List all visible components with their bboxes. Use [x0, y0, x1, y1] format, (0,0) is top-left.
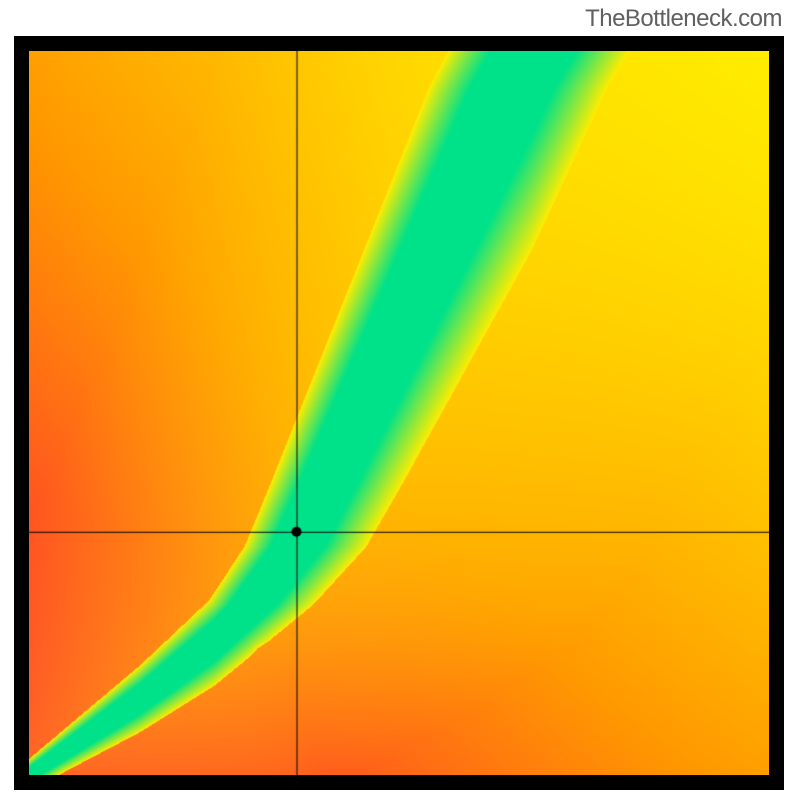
chart-frame: [14, 36, 784, 790]
heatmap-canvas: [29, 51, 769, 775]
watermark-text: TheBottleneck.com: [585, 5, 782, 33]
